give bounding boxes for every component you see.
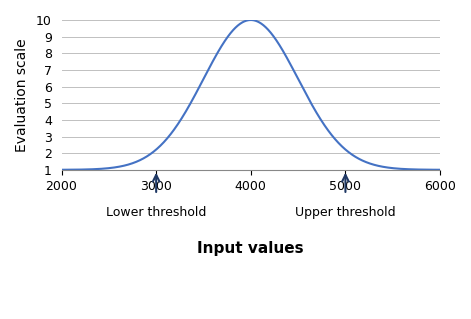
Y-axis label: Evaluation scale: Evaluation scale (15, 38, 29, 152)
Text: Lower threshold: Lower threshold (106, 206, 206, 219)
X-axis label: Input values: Input values (197, 241, 304, 256)
Text: Upper threshold: Upper threshold (295, 206, 396, 219)
